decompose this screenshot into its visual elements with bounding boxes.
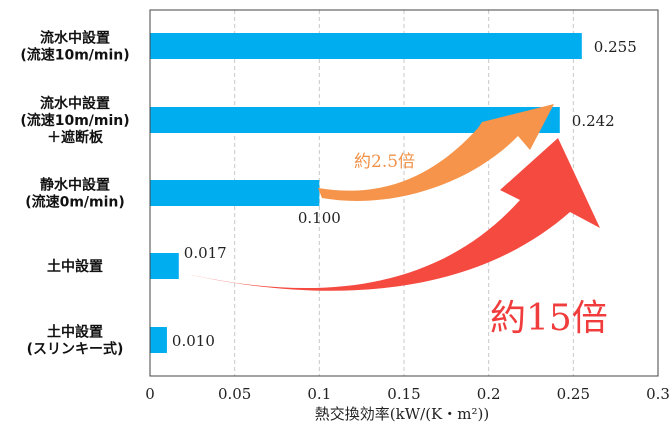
category-label: 土中設置 bbox=[47, 258, 103, 275]
bar-value-label: 0.100 bbox=[298, 209, 341, 227]
bar-value-label: 0.017 bbox=[184, 244, 227, 262]
bar bbox=[150, 327, 167, 353]
plot-frame bbox=[149, 9, 659, 377]
x-tick-label: 0.05 bbox=[218, 385, 251, 403]
bar-value-label: 0.242 bbox=[572, 112, 615, 130]
ratio-2-5-annotation: 約2.5倍 bbox=[354, 152, 415, 172]
ratio-15-annotation: 約15倍 bbox=[490, 298, 608, 339]
bar bbox=[150, 180, 320, 206]
big-arrow bbox=[178, 138, 600, 291]
labels: 0.255 流水中設置(流速10m/min) 0.242 流水中設置(流速10m/mi… bbox=[20, 30, 636, 358]
category-label: 静水中設置(流速0m/min) bbox=[25, 177, 125, 211]
x-axis-title: 熱交換効率(kW/(K・m²)) bbox=[315, 405, 489, 423]
bar-value-label: 0.255 bbox=[594, 38, 637, 56]
x-tick-label: 0.3 bbox=[646, 385, 670, 403]
bar bbox=[150, 253, 179, 279]
category-label: 流水中設置(流速10m/min)＋遮断板 bbox=[20, 95, 129, 146]
category-label: 流水中設置(流速10m/min) bbox=[20, 30, 129, 64]
small-arrow bbox=[318, 104, 554, 201]
x-tick-label: 0.25 bbox=[557, 385, 590, 403]
x-tick-label: 0.15 bbox=[387, 385, 420, 403]
comparison-arrows bbox=[178, 104, 600, 291]
x-tick-label: 0.2 bbox=[477, 385, 501, 403]
axes: 0 0.05 0.1 0.15 0.2 0.25 0.3 bbox=[145, 9, 670, 403]
bar-value-label: 0.010 bbox=[172, 332, 215, 350]
category-label: 土中設置(スリンキー式) bbox=[27, 324, 124, 358]
bar bbox=[150, 33, 582, 59]
x-tick-label: 0.1 bbox=[307, 385, 331, 403]
x-tick-label: 0 bbox=[145, 385, 155, 403]
